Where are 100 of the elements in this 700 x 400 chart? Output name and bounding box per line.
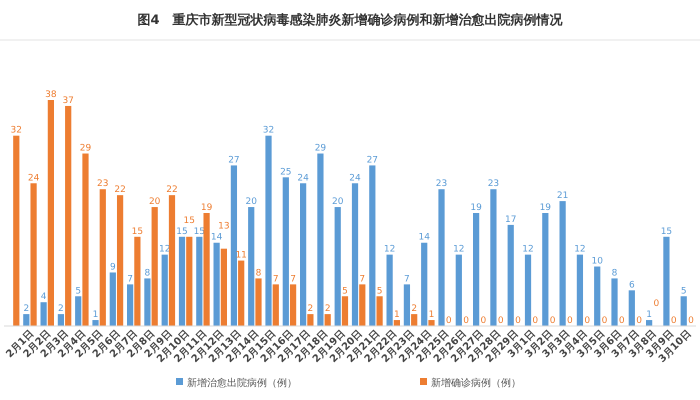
data-label: 0 bbox=[515, 316, 522, 326]
bar bbox=[272, 284, 279, 326]
data-label: 0 bbox=[498, 316, 504, 326]
data-label: 1 bbox=[646, 310, 652, 320]
bar bbox=[352, 183, 358, 326]
bar bbox=[58, 314, 64, 326]
bar bbox=[127, 284, 134, 326]
bar bbox=[203, 213, 210, 326]
bar bbox=[317, 154, 324, 326]
data-label: 15 bbox=[660, 226, 672, 237]
data-label: 8 bbox=[144, 268, 151, 278]
data-label: 13 bbox=[218, 222, 230, 232]
data-label: 32 bbox=[262, 126, 274, 136]
bar bbox=[196, 236, 202, 326]
data-label: 14 bbox=[418, 232, 430, 243]
data-label: 2 bbox=[324, 304, 331, 314]
bar bbox=[628, 290, 635, 326]
bar bbox=[411, 314, 418, 326]
bar bbox=[48, 100, 54, 326]
bar bbox=[220, 248, 227, 326]
data-label: 6 bbox=[628, 280, 635, 290]
bar bbox=[13, 136, 20, 326]
bar bbox=[290, 284, 296, 326]
data-label: 24 bbox=[297, 173, 310, 184]
bar bbox=[680, 296, 687, 326]
data-label: 23 bbox=[436, 179, 448, 190]
data-label: 29 bbox=[80, 144, 92, 154]
data-label: 20 bbox=[245, 197, 258, 208]
data-label: 5 bbox=[680, 286, 687, 296]
bar bbox=[508, 224, 514, 326]
data-label: 1 bbox=[92, 310, 98, 320]
data-label: 5 bbox=[376, 286, 382, 296]
bar bbox=[369, 165, 376, 326]
data-label: 20 bbox=[148, 197, 161, 208]
bar bbox=[168, 195, 176, 326]
data-label: 10 bbox=[591, 256, 604, 267]
data-label: 0 bbox=[480, 316, 487, 326]
bar bbox=[300, 183, 306, 326]
data-label: 27 bbox=[366, 155, 378, 166]
bar bbox=[576, 254, 584, 326]
bar bbox=[594, 266, 600, 326]
data-label: 0 bbox=[688, 316, 694, 326]
legend-label: 新增治愈出院病例（例） bbox=[187, 377, 297, 389]
bar bbox=[82, 154, 89, 326]
data-label: 7 bbox=[404, 274, 410, 284]
bar bbox=[560, 201, 566, 326]
bar bbox=[324, 314, 331, 326]
data-label: 2 bbox=[58, 304, 64, 314]
bar bbox=[40, 302, 47, 326]
data-label: 2 bbox=[23, 304, 30, 314]
bar bbox=[238, 260, 244, 326]
data-label: 12 bbox=[384, 244, 396, 255]
data-label: 14 bbox=[210, 232, 223, 243]
data-label: 0 bbox=[618, 316, 625, 326]
bar bbox=[611, 278, 618, 326]
data-label: 0 bbox=[636, 316, 642, 326]
bar bbox=[265, 136, 272, 326]
bar bbox=[162, 254, 168, 326]
data-label: 0 bbox=[532, 316, 538, 326]
data-label: 15 bbox=[132, 226, 144, 237]
data-label: 21 bbox=[556, 191, 568, 202]
bar bbox=[65, 106, 72, 326]
data-label: 37 bbox=[62, 96, 74, 106]
bar bbox=[663, 236, 670, 326]
data-label: 20 bbox=[332, 197, 344, 208]
data-label: 22 bbox=[166, 185, 178, 196]
bar bbox=[542, 213, 548, 326]
bar bbox=[342, 296, 348, 326]
bar bbox=[178, 236, 186, 326]
data-label: 7 bbox=[127, 274, 133, 284]
bar bbox=[473, 213, 480, 326]
bar bbox=[376, 296, 383, 326]
bar bbox=[30, 183, 37, 326]
data-label: 15 bbox=[176, 226, 188, 237]
bar bbox=[110, 272, 116, 326]
data-label: 8 bbox=[256, 268, 262, 278]
data-label: 7 bbox=[290, 274, 296, 284]
data-label: 24 bbox=[349, 173, 362, 184]
data-label: 0 bbox=[584, 316, 590, 326]
data-label: 4 bbox=[40, 292, 47, 302]
bar bbox=[334, 207, 341, 326]
data-label: 23 bbox=[488, 179, 500, 190]
chart-title: 图4 重庆市新型冠状病毒感染肺炎新增确诊病例和新增治愈出院病例情况 bbox=[137, 12, 564, 28]
bar bbox=[214, 242, 220, 326]
bar bbox=[152, 207, 158, 326]
data-label: 19 bbox=[470, 203, 482, 213]
bar bbox=[438, 189, 445, 326]
data-label: 38 bbox=[45, 90, 57, 100]
data-label: 7 bbox=[359, 274, 366, 284]
data-label: 0 bbox=[567, 316, 574, 326]
bar bbox=[524, 254, 532, 326]
bar bbox=[282, 177, 289, 326]
data-label: 12 bbox=[574, 244, 586, 255]
data-label: 0 bbox=[550, 316, 556, 326]
data-label: 7 bbox=[272, 274, 279, 284]
data-label: 27 bbox=[228, 155, 240, 166]
bar bbox=[186, 236, 192, 326]
bar bbox=[386, 254, 393, 326]
data-label: 19 bbox=[200, 203, 213, 213]
data-label: 0 bbox=[446, 316, 452, 326]
